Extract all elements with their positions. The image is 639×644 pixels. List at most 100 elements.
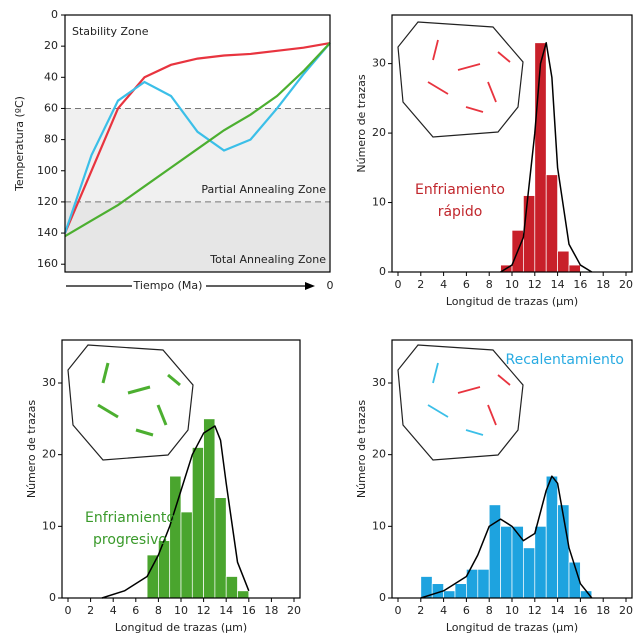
x-tick-label: 4 bbox=[440, 278, 447, 291]
x-tick-label: 20 bbox=[619, 604, 633, 617]
x-tick-label: 4 bbox=[110, 604, 117, 617]
histogram-bar bbox=[237, 590, 250, 599]
x-tick-label: 16 bbox=[242, 604, 256, 617]
fission-track bbox=[457, 386, 481, 394]
fission-track bbox=[427, 404, 449, 418]
fission-track bbox=[101, 362, 110, 384]
y-tick-label: 100 bbox=[37, 164, 58, 177]
x-tick-label: 8 bbox=[486, 604, 493, 617]
fission-track bbox=[497, 51, 511, 63]
histogram-bar bbox=[477, 568, 490, 599]
arrow-head bbox=[305, 282, 315, 290]
y-tick-label: 20 bbox=[372, 126, 386, 139]
x-tick-label: 16 bbox=[573, 278, 587, 291]
y-tick-label: 60 bbox=[44, 101, 58, 114]
y-axis-title: Número de trazas bbox=[355, 74, 368, 173]
x-tick-label: 14 bbox=[551, 604, 565, 617]
fission-track bbox=[487, 404, 497, 426]
fission-track bbox=[497, 374, 511, 386]
x-axis-title: Tiempo (Ma) bbox=[133, 279, 203, 292]
density-curve bbox=[500, 42, 593, 273]
partial-zone bbox=[65, 108, 330, 202]
histogram-bar bbox=[443, 590, 456, 599]
x-tick-label: 14 bbox=[219, 604, 233, 617]
y-tick-label: 0 bbox=[379, 591, 386, 604]
histogram-bar bbox=[545, 174, 558, 273]
density-curve bbox=[420, 475, 593, 599]
fission-track bbox=[487, 81, 497, 103]
frame bbox=[61, 339, 301, 599]
x-tick-label: 12 bbox=[528, 278, 542, 291]
zone-label: Stability Zone bbox=[72, 25, 149, 38]
y-tick-label: 0 bbox=[51, 8, 58, 21]
x-tick-label: 14 bbox=[551, 278, 565, 291]
zone-label: Partial Annealing Zone bbox=[201, 183, 326, 196]
frame bbox=[391, 14, 633, 273]
x-tick-label: 6 bbox=[463, 604, 470, 617]
histogram-bar bbox=[488, 504, 501, 599]
annotation: progresivo bbox=[93, 532, 167, 548]
x-tick-label: 8 bbox=[155, 604, 162, 617]
histogram-bar bbox=[534, 525, 547, 599]
x-tick-label: 20 bbox=[287, 604, 301, 617]
temperature-curve bbox=[63, 41, 331, 234]
y-tick-label: 40 bbox=[44, 70, 58, 83]
histogram-bar bbox=[557, 250, 570, 273]
y-tick-label: 140 bbox=[37, 226, 58, 239]
x-tick-label: 0 bbox=[395, 604, 402, 617]
x-tick-label: 18 bbox=[596, 278, 610, 291]
y-tick-label: 20 bbox=[372, 448, 386, 461]
x-tick-label: 18 bbox=[596, 604, 610, 617]
zone-label: Total Annealing Zone bbox=[209, 253, 326, 266]
y-tick-label: 20 bbox=[44, 39, 58, 52]
histogram-bar bbox=[214, 497, 227, 599]
x-tick-label: 16 bbox=[573, 604, 587, 617]
histogram-bar bbox=[545, 475, 558, 599]
y-tick-label: 160 bbox=[37, 257, 58, 270]
x-tick-label: 2 bbox=[417, 278, 424, 291]
crystal-outline bbox=[397, 21, 524, 138]
x-tick-label: 18 bbox=[264, 604, 278, 617]
y-tick-label: 10 bbox=[372, 519, 386, 532]
total-zone bbox=[65, 201, 330, 272]
fission-track bbox=[465, 429, 484, 436]
histogram-bar bbox=[225, 576, 238, 599]
x-tick-label: 2 bbox=[87, 604, 94, 617]
x-tick-label: 0 bbox=[65, 604, 72, 617]
x-tick-label: 10 bbox=[505, 604, 519, 617]
x-tick-label: 8 bbox=[486, 278, 493, 291]
frame bbox=[391, 339, 633, 599]
x-tick-label: 10 bbox=[505, 278, 519, 291]
x-tick-label: 0 bbox=[327, 279, 334, 292]
y-tick-label: 30 bbox=[372, 376, 386, 389]
histogram-bar bbox=[523, 195, 536, 273]
x-tick-label: 12 bbox=[197, 604, 211, 617]
histogram-bar bbox=[568, 264, 581, 273]
annotation: rápido bbox=[438, 204, 483, 220]
plot-bg bbox=[392, 15, 632, 272]
frame bbox=[64, 14, 331, 273]
y-axis-title: Número de trazas bbox=[355, 400, 368, 499]
y-tick-label: 20 bbox=[42, 448, 56, 461]
histogram-bar bbox=[146, 554, 159, 599]
x-tick-label: 6 bbox=[463, 278, 470, 291]
y-tick-label: 10 bbox=[42, 519, 56, 532]
y-tick-label: 30 bbox=[372, 57, 386, 70]
fission-track bbox=[432, 362, 439, 384]
histogram-bar bbox=[191, 447, 204, 599]
histogram-bar bbox=[500, 525, 513, 599]
y-tick-label: 0 bbox=[379, 265, 386, 278]
x-tick-label: 12 bbox=[528, 604, 542, 617]
fission-track bbox=[465, 106, 484, 113]
crystal-outline bbox=[397, 344, 524, 461]
fission-track bbox=[127, 385, 151, 395]
crystal-outline bbox=[67, 344, 194, 461]
x-tick-label: 0 bbox=[395, 278, 402, 291]
density-curve bbox=[101, 425, 250, 599]
fission-track bbox=[135, 428, 154, 437]
histogram-bar bbox=[523, 547, 536, 599]
y-tick-label: 120 bbox=[37, 195, 58, 208]
fission-track bbox=[167, 373, 181, 387]
histogram-bar bbox=[511, 525, 524, 599]
